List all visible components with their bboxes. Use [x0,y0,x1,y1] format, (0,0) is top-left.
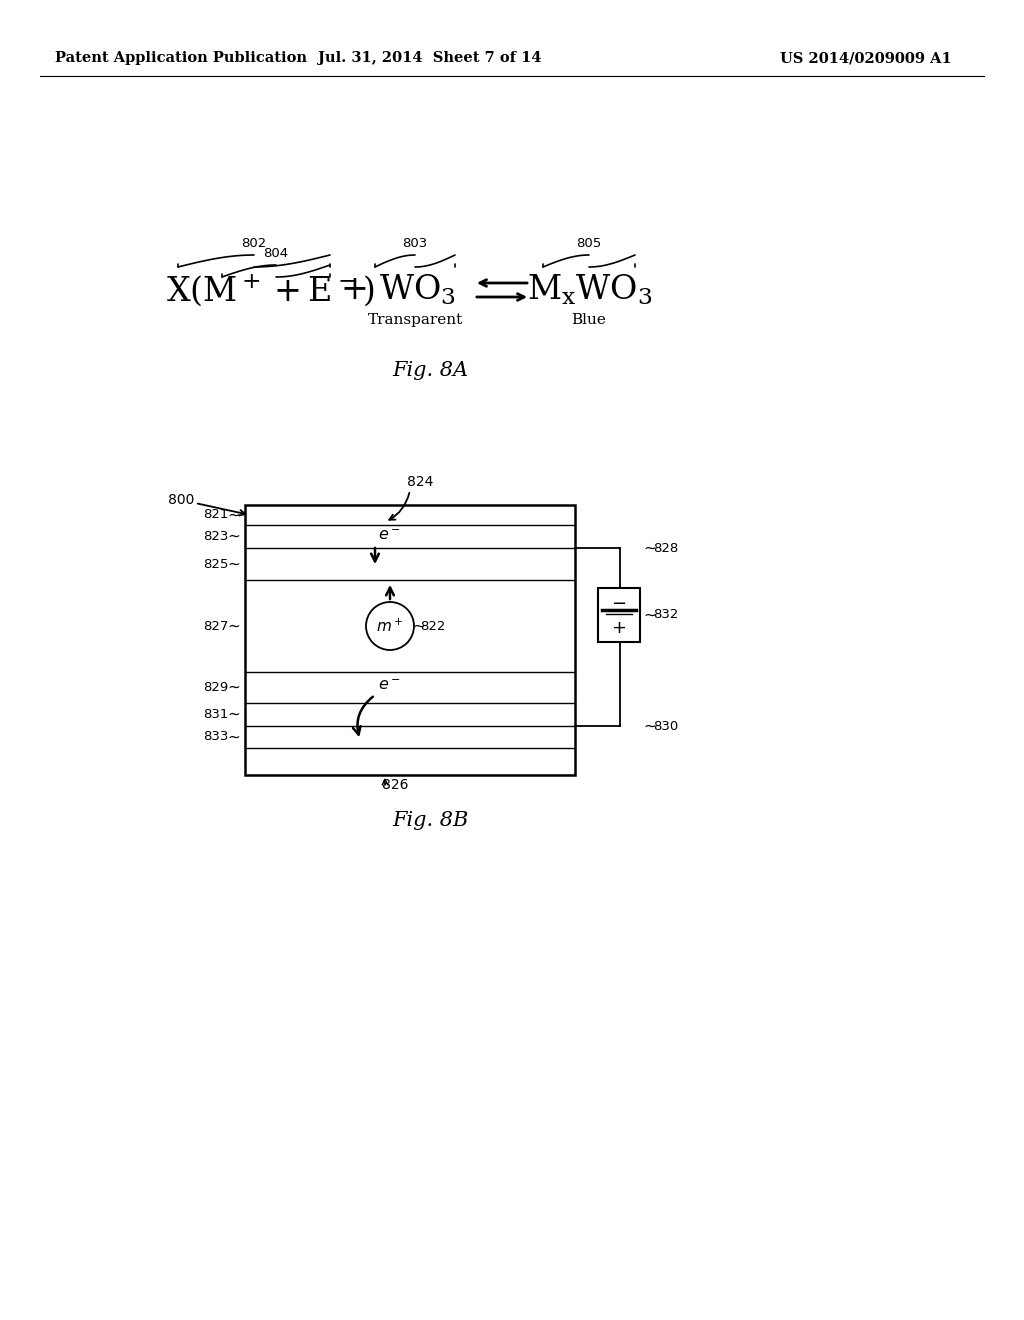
Text: ~: ~ [412,619,425,634]
Text: 828: 828 [653,541,678,554]
Text: 803: 803 [402,238,428,249]
Text: 822: 822 [420,619,445,632]
Text: 804: 804 [263,247,289,260]
Text: 831: 831 [203,708,228,721]
Text: 823: 823 [203,531,228,543]
Text: ~: ~ [227,730,240,744]
Text: ~: ~ [227,680,240,696]
Text: $\mathregular{X(M^+ + E^-)}$: $\mathregular{X(M^+ + E^-)}$ [166,272,374,308]
Text: $e^-$: $e^-$ [378,527,400,544]
Text: ~: ~ [227,529,240,544]
Text: 805: 805 [577,238,602,249]
Text: Transparent: Transparent [368,313,463,327]
Text: 829: 829 [203,681,228,694]
Text: 827: 827 [203,619,228,632]
Text: 826: 826 [382,777,409,792]
Text: ~: ~ [643,540,655,556]
Text: 832: 832 [653,609,678,622]
Text: 833: 833 [203,730,228,743]
Text: $-$: $-$ [611,593,627,611]
Text: 821: 821 [203,508,228,521]
Text: ~: ~ [643,718,655,734]
Text: 825: 825 [203,557,228,570]
Text: Blue: Blue [571,313,606,327]
Text: 830: 830 [653,719,678,733]
Text: ~: ~ [227,557,240,572]
Text: 800: 800 [168,492,195,507]
Text: $\mathregular{M_xWO_3}$: $\mathregular{M_xWO_3}$ [527,273,653,308]
Text: US 2014/0209009 A1: US 2014/0209009 A1 [780,51,951,65]
Text: $\mathregular{WO_3}$: $\mathregular{WO_3}$ [380,273,457,308]
Text: $\mathregular{+}$: $\mathregular{+}$ [340,275,367,306]
Text: $+$: $+$ [611,619,627,638]
Text: Patent Application Publication: Patent Application Publication [55,51,307,65]
Text: Fig. 8A: Fig. 8A [392,360,468,380]
Bar [598,587,640,642]
Text: 802: 802 [242,238,266,249]
Bar [245,506,575,775]
Text: ~: ~ [227,619,240,634]
Text: ~: ~ [227,507,240,523]
Text: $e^-$: $e^-$ [378,677,400,694]
Text: 824: 824 [407,475,433,488]
Text: ~: ~ [643,607,655,623]
Text: Fig. 8B: Fig. 8B [392,810,468,829]
Text: Jul. 31, 2014  Sheet 7 of 14: Jul. 31, 2014 Sheet 7 of 14 [318,51,542,65]
Text: ~: ~ [227,708,240,722]
Text: $m^+$: $m^+$ [376,618,403,635]
